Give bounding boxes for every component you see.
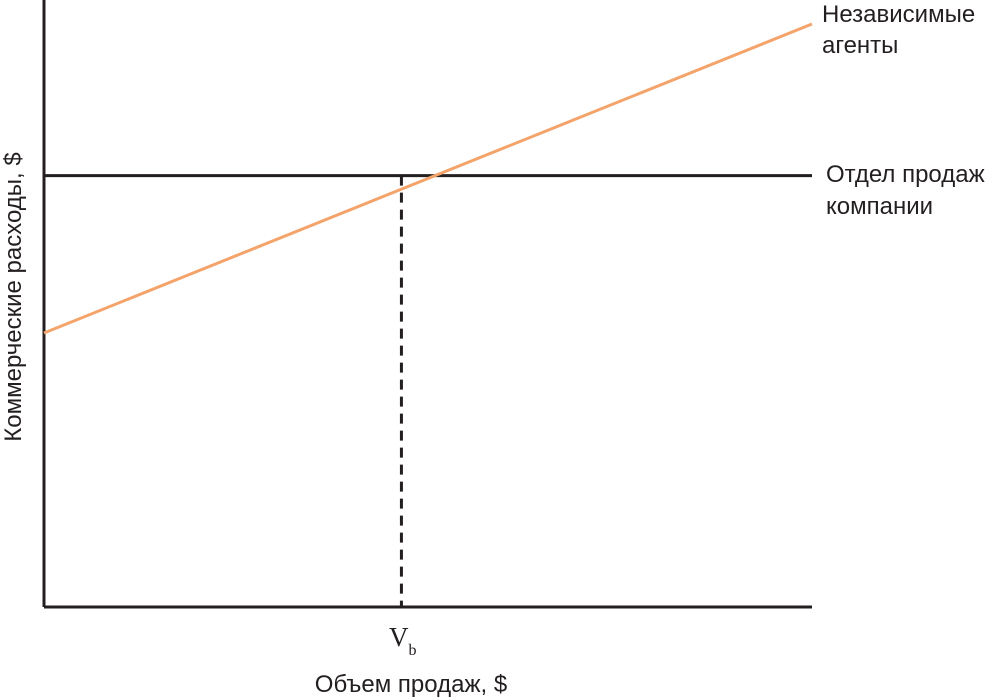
y-axis-label: Коммерческие расходы, $ [0, 152, 27, 441]
series-line-independent-agents [43, 22, 813, 335]
series-label-company-sales-line2: компании [826, 193, 933, 220]
series-label-independent-agents-line2: агенты [822, 32, 898, 59]
series-label-company-sales-line1: Отдел продаж [826, 161, 985, 188]
x-tick-label-vb: Vb [389, 622, 417, 659]
x-tick-subscript: b [409, 642, 417, 659]
series-label-independent-agents-line1: Независимые [822, 1, 975, 28]
x-tick-main: V [389, 622, 409, 652]
x-axis-label: Объем продаж, $ [315, 671, 507, 698]
